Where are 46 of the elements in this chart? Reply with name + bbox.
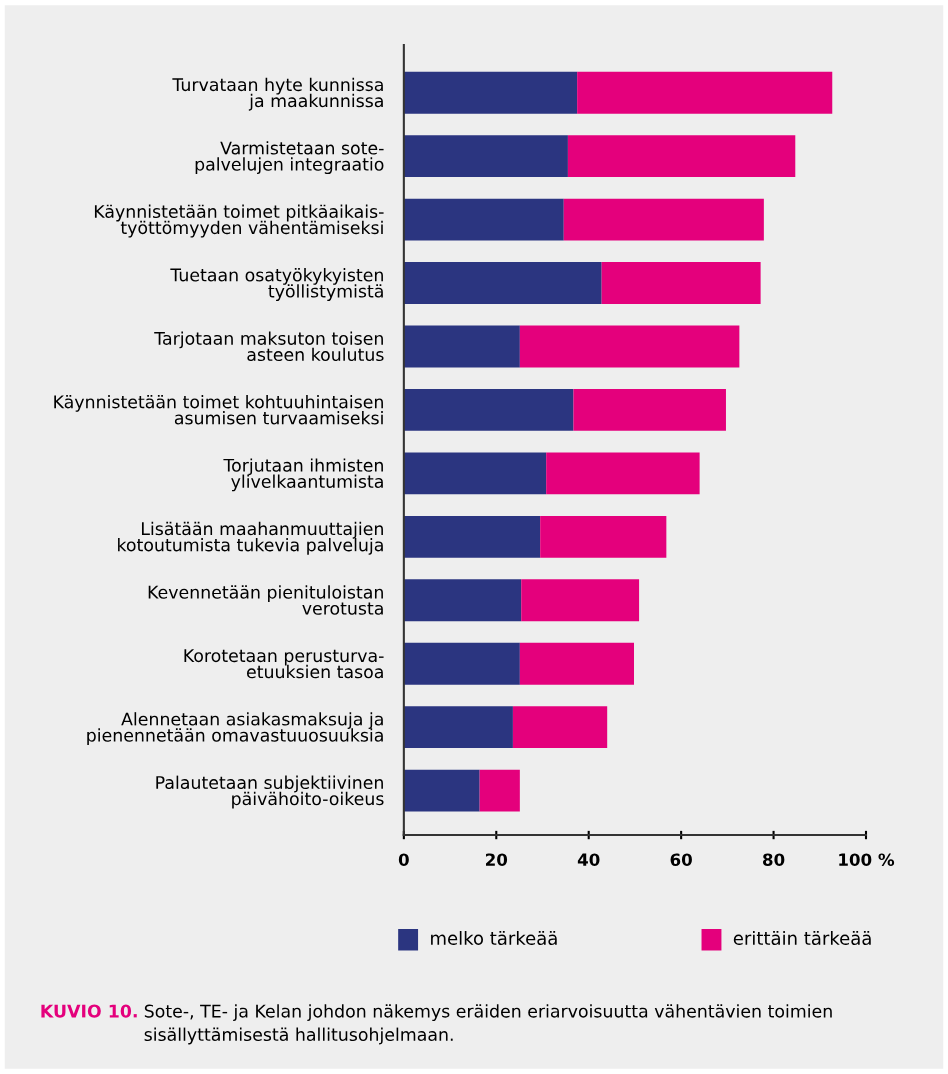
bar xyxy=(519,642,634,685)
y-tick-label: Lisätään maahanmuuttajien kotoutumista tukevia palveluja xyxy=(118,521,383,555)
bar xyxy=(403,706,513,749)
bar xyxy=(546,452,700,495)
x-tick-label: 100 % xyxy=(839,853,895,866)
bar xyxy=(512,706,608,749)
bar xyxy=(403,769,480,812)
bar xyxy=(563,198,764,241)
y-tick-label: Torjutaan ihmisten ylivelkaantumista xyxy=(223,458,383,492)
y-tick-label: Tarjotaan maksuton toisen asteen koulutus xyxy=(154,331,384,362)
y-tick-label: Kevennetään pienituloistan verotusta xyxy=(148,585,383,615)
bar xyxy=(403,262,602,304)
text: KUVIO 10. xyxy=(41,1004,137,1018)
bar xyxy=(403,198,564,241)
bar xyxy=(567,135,796,178)
bar xyxy=(601,262,761,304)
bar xyxy=(573,389,726,431)
legend-label: melko tärkeää xyxy=(431,931,557,945)
y-tick-label: Käynnistetään toimet pitkäaikais- työttömyyden vähentämiseksi xyxy=(94,204,384,238)
text: Sote-, TE- ja Kelan johdon näkemys eräiden eriarvoisuutta vähentävien toimien sisällyttämisestä hallitusohjelmaan. xyxy=(144,1004,832,1045)
y-tick-label: Turvataan hyte kunnissa ja maakunnissa xyxy=(172,77,383,111)
bar xyxy=(403,452,547,495)
bar xyxy=(403,642,520,685)
legend-label: erittäin tärkeää xyxy=(733,931,871,945)
bar xyxy=(403,135,568,178)
x-tick-label: 60 xyxy=(670,853,692,866)
bar xyxy=(479,769,520,812)
bar xyxy=(521,579,640,622)
bar xyxy=(403,71,578,114)
bar xyxy=(403,515,541,558)
bar xyxy=(403,325,520,368)
y-tick-label: Käynnistetään toimet kohtuuhintaisen asumisen turvaamiseksi xyxy=(54,394,383,425)
x-tick-label: 20 xyxy=(486,853,508,866)
y-tick-label: Varmistetaan sote- palvelujen integraatio xyxy=(195,141,384,175)
x-tick-label: 40 xyxy=(577,853,600,866)
x-tick-label: 0 xyxy=(398,853,409,866)
bar xyxy=(403,579,522,622)
bar xyxy=(403,389,574,431)
x-tick-label: 80 xyxy=(762,853,785,866)
bar xyxy=(577,71,833,114)
y-tick-label: Palautetaan subjektiivinen päivähoito-oikeus xyxy=(156,775,384,809)
y-tick-label: Alennetaan asiakasmaksuja ja pienennetään omavastuuosuuksia xyxy=(87,712,383,746)
y-tick-label: Tuetaan osatyökykyisten työllistymistä xyxy=(170,268,383,301)
bar xyxy=(540,515,667,558)
bar xyxy=(519,325,740,368)
y-tick-label: Korotetaan perusturva- etuuksien tasoa xyxy=(184,649,384,679)
